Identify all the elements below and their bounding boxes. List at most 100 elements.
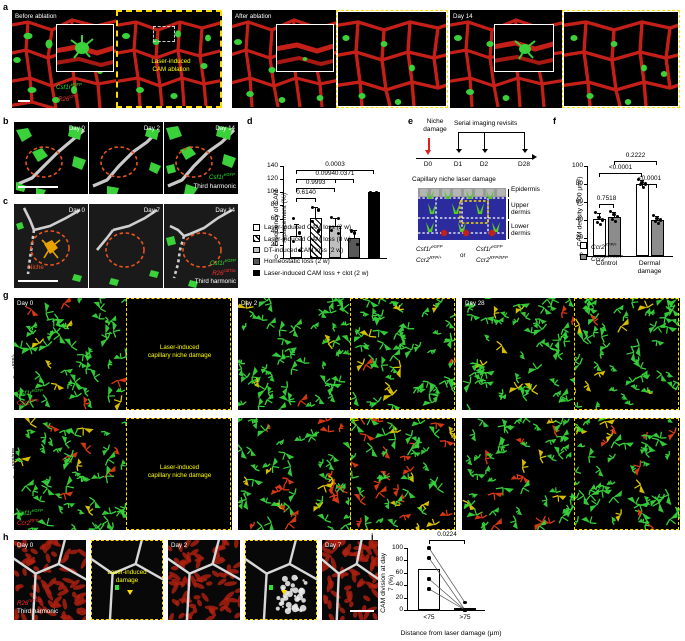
panel-letter-i: i <box>371 532 374 542</box>
panel-i-data-point <box>427 577 431 581</box>
panel-f-bar <box>592 219 606 256</box>
panel-a-title-3: After ablation <box>235 13 272 20</box>
panel-i-pvalue: 0.0224 <box>437 531 457 538</box>
panel-g-damage-zone-outline <box>574 298 679 410</box>
panel-i-y-ticklabel: 40 <box>395 581 403 589</box>
panel-g-damage-zone-outline <box>350 298 455 410</box>
panel-g-cell-left <box>14 298 127 410</box>
panel-f-y-tick <box>583 238 587 239</box>
panel-d-y-ticklabel: 100 <box>266 188 278 196</box>
panel-h-timepoint-label: Day 0 <box>17 542 34 549</box>
thg-niche-c2 <box>89 204 163 288</box>
panel-f-pvalue: 0.7518 <box>596 194 617 202</box>
panel-g-image-cell: Day 28 <box>462 298 680 410</box>
panel-a-image-after-ablation-zoom <box>338 12 446 106</box>
panel-letter-d: d <box>247 116 253 126</box>
panel-b-title-2: Day 2 <box>143 125 160 132</box>
panel-i-category-label: >75 <box>459 614 471 621</box>
panel-h-green-marker <box>115 584 120 590</box>
thg-vessel-b1 <box>16 126 86 194</box>
panel-f-y-ticklabel: 60 <box>575 198 583 205</box>
panel-c-image-day7: Day 7 <box>89 204 163 288</box>
panel-f-y-tick <box>583 184 587 185</box>
panel-d-error-cap <box>332 217 338 219</box>
panel-d-y-tick <box>279 218 283 220</box>
panel-g-damage-zone-outline <box>350 418 455 530</box>
panel-e-layer-label: Lower dermis <box>511 223 531 238</box>
panel-e-layer-bracket <box>508 189 509 197</box>
panel-a-label-red-1: R26tdT <box>58 94 76 104</box>
panel-e-revisit-stem <box>484 132 485 150</box>
panel-f-error-cap <box>611 211 617 213</box>
panel-e-niche-damage-label: Niche damage <box>423 118 447 133</box>
panel-i-data-point <box>427 556 431 560</box>
panel-g-cell-left <box>238 418 351 530</box>
panel-f-error-cap <box>654 215 660 217</box>
panel-d-data-point <box>336 216 340 221</box>
panel-e-layer-bracket <box>508 199 509 219</box>
panel-d-bar <box>367 192 380 258</box>
panel-f-pvalue: <0.0001 <box>608 164 633 172</box>
panel-d-data-point <box>336 232 340 236</box>
panel-f-y-tick <box>583 202 587 203</box>
panel-g-label-red: Ccr2RFP <box>17 398 39 408</box>
panel-f-data-point <box>599 222 603 227</box>
panel-f-data-point <box>610 217 614 221</box>
panel-g-cell-right <box>127 418 232 530</box>
panel-i-data-point <box>463 608 467 612</box>
panel-c-title-3: Day 14 <box>215 207 235 214</box>
thg-vessel-b2 <box>92 128 161 194</box>
panel-h-image-grid: Day 0 R26mTmG Third harmonic Laser-induced… <box>14 540 378 622</box>
panel-f-error-cap <box>639 179 645 181</box>
panel-d-y-ticklabel: 60 <box>270 214 278 222</box>
panel-f-legend-label: Ccr2RFP/RFP <box>591 253 624 263</box>
panel-letter-e: e <box>408 116 414 126</box>
panel-f-y-ticklabel: 80 <box>575 180 583 187</box>
panel-f-data-point <box>614 220 618 224</box>
panel-d-data-point <box>352 231 356 235</box>
panel-d-y-ticklabel: 120 <box>266 175 278 183</box>
panel-f-data-point <box>640 180 644 184</box>
panel-a-target-box <box>153 26 175 42</box>
panel-i-y-tick <box>403 572 407 574</box>
panel-h-image-cell: Laser-induced damage <box>91 540 163 620</box>
panel-d-y-ticklabel: 0 <box>274 254 278 261</box>
panel-i-category-label: <75 <box>423 614 435 621</box>
panel-a-image-ablation-zone: Laser-induced CAM ablation <box>116 10 222 108</box>
panel-g-cell-left <box>238 298 351 410</box>
panel-d-data-point <box>330 228 334 232</box>
panel-a-label-green-1: Csf1reGFP <box>56 82 83 92</box>
panel-d-y-ticklabel: 80 <box>270 201 278 209</box>
panel-h-label-red: R26mTmG <box>17 598 42 608</box>
panel-f-legend-swatch <box>580 253 587 261</box>
panel-d-data-point <box>297 249 302 253</box>
panel-b-image-day2: Day 2 <box>89 122 163 194</box>
panel-e-diagram: Niche damage Serial imaging revisits D0 D1 D… <box>408 118 543 288</box>
panel-e-timeline-arrowhead <box>532 154 537 161</box>
panel-b-image-day0: Day 0 <box>14 122 88 194</box>
panel-d-pvalue: 0.9993 <box>305 179 326 187</box>
panel-i-y-tick <box>403 560 407 562</box>
panel-c-label-green: Csf1reGFP <box>209 258 236 268</box>
panel-g-label-green: Csf1reGFP <box>17 388 44 398</box>
panel-h-image-cell <box>245 540 317 620</box>
panel-f-legend: Ccr2RFP/+ Ccr2RFP/RFP <box>580 242 670 268</box>
panel-e-revisit-stem <box>524 132 525 150</box>
panel-c-niche-label: Niche <box>28 264 44 271</box>
panel-d-error-bar <box>315 206 317 218</box>
panel-d-legend-swatch <box>253 235 260 242</box>
panel-f-data-point <box>612 213 616 217</box>
panel-letter-c: c <box>3 196 9 206</box>
panel-i-y-ticklabel: 20 <box>395 593 403 601</box>
panel-h-green-marker <box>269 584 274 590</box>
panel-h-overlay-text: Laser-induced damage <box>107 569 147 584</box>
panel-e-genotype-left: Csf1reGFP Ccr2RFP/+ <box>416 244 443 264</box>
panel-d-pvalue: 0.6140 <box>296 188 316 196</box>
panel-g-cell-right <box>575 418 680 530</box>
panel-d-legend-label: DT-induced CAM loss (2 w) <box>264 247 344 254</box>
panel-f-y-axis <box>587 166 588 256</box>
panel-g-timepoint-label: Day 0 <box>17 300 34 307</box>
panel-d-legend: Laser-induced CAM loss (2 w) Laser-induce… <box>253 224 433 282</box>
panel-d-data-point <box>291 216 295 221</box>
panel-i-data-point <box>427 587 431 591</box>
